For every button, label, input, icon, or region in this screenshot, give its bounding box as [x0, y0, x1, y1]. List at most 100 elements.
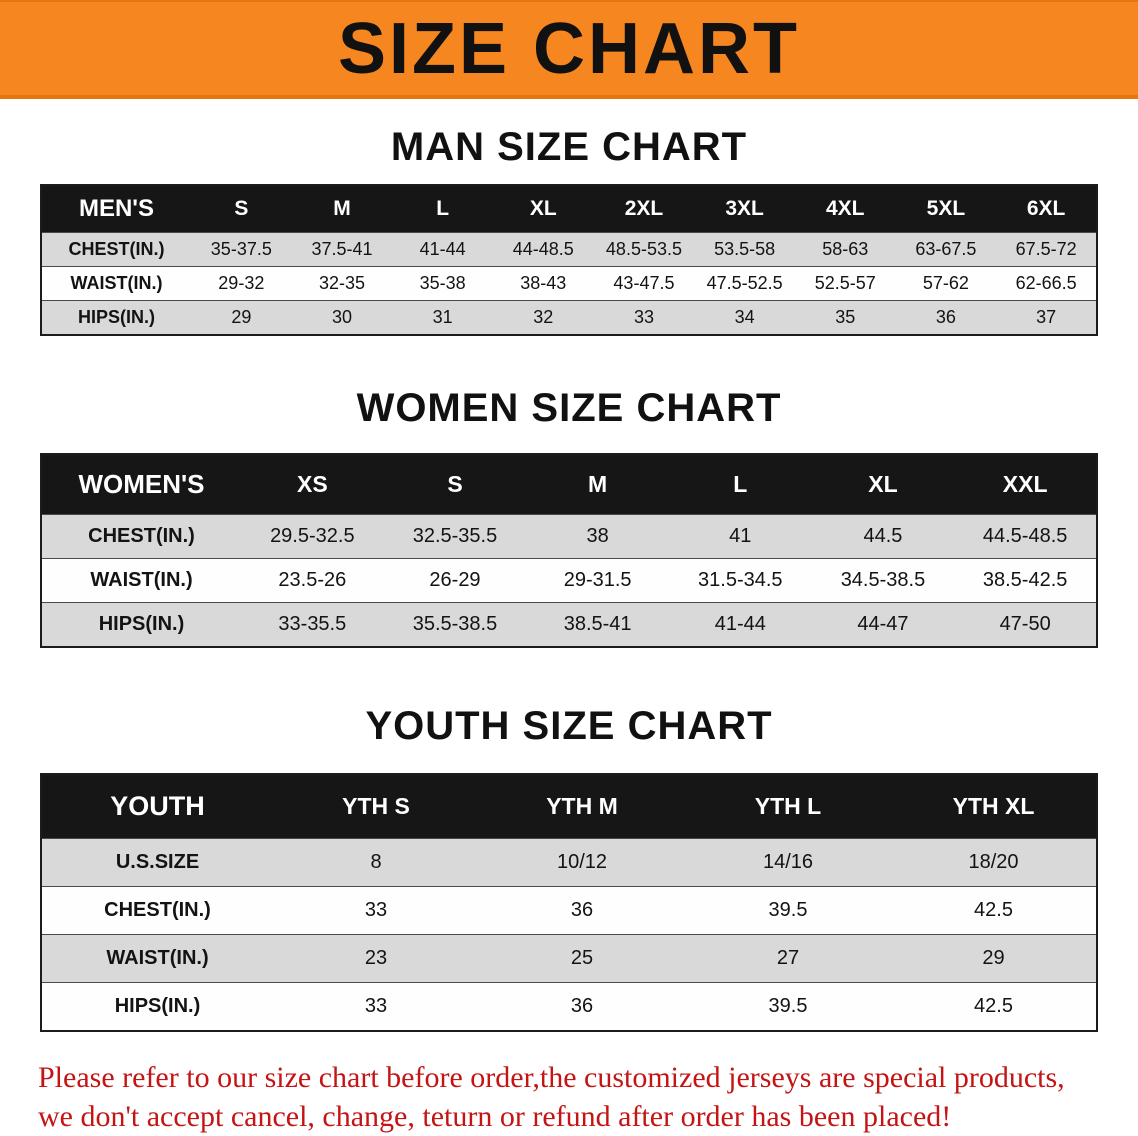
table-row: CHEST(IN.) 29.5-32.5 32.5-35.5 38 41 44.5 44.5… [41, 514, 1097, 559]
size-value-cell: 67.5-72 [996, 232, 1097, 267]
size-value-cell: 38 [526, 514, 669, 559]
size-value-cell: 23 [273, 934, 479, 983]
row-label: CHEST(IN.) [41, 886, 273, 935]
table-header-row: YOUTH YTH S YTH M YTH L YTH XL [41, 774, 1097, 839]
size-value-cell: 52.5-57 [794, 266, 896, 301]
size-value-cell: 36 [479, 886, 685, 935]
size-value-cell: 33 [273, 982, 479, 1031]
size-value-cell: 43-47.5 [593, 266, 695, 301]
row-label: HIPS(IN.) [41, 982, 273, 1031]
size-value-cell: 18/20 [891, 838, 1097, 887]
size-value-cell: 25 [479, 934, 685, 983]
size-value-cell: 27 [685, 934, 891, 983]
table-row: HIPS(IN.) 33-35.5 35.5-38.5 38.5-41 41-44 44-… [41, 602, 1097, 647]
size-value-cell: 29 [191, 300, 292, 335]
size-value-cell: 35-38 [392, 266, 493, 301]
size-value-cell: 35.5-38.5 [383, 602, 527, 647]
size-column-header: YTH S [342, 793, 410, 819]
size-value-cell: 31 [392, 300, 493, 335]
size-value-cell: 39.5 [685, 982, 891, 1031]
size-column-header: L [436, 197, 450, 220]
disclaimer-note: Please refer to our size chart before or… [38, 1058, 1100, 1136]
size-value-cell: 29-31.5 [526, 558, 669, 603]
size-column-header: S [234, 197, 249, 220]
table-header-row: WOMEN'S XS S M L XL XXL [41, 454, 1097, 515]
size-value-cell: 35-37.5 [191, 232, 292, 267]
size-value-cell: 36 [895, 300, 997, 335]
size-value-cell: 44.5 [811, 514, 955, 559]
table-corner-label: MEN'S [78, 195, 155, 222]
size-chart-banner: SIZE CHART [0, 0, 1138, 99]
size-value-cell: 44-48.5 [492, 232, 594, 267]
row-label: WAIST(IN.) [41, 934, 273, 983]
size-value-cell: 42.5 [891, 886, 1097, 935]
size-value-cell: 41-44 [392, 232, 493, 267]
size-column-header: XXL [1002, 471, 1048, 497]
size-value-cell: 41 [668, 514, 812, 559]
size-value-cell: 53.5-58 [694, 232, 795, 267]
size-value-cell: 38-43 [492, 266, 594, 301]
size-value-cell: 47.5-52.5 [694, 266, 795, 301]
row-label: U.S.SIZE [41, 838, 273, 887]
youth-size-table: YOUTH YTH S YTH M YTH L YTH XL U.S.SIZE 8 10/12… [40, 773, 1098, 1032]
table-corner-label: WOMEN'S [78, 469, 205, 499]
size-column-header: XL [868, 471, 898, 497]
row-label: WAIST(IN.) [41, 266, 191, 301]
size-value-cell: 48.5-53.5 [593, 232, 695, 267]
table-row: U.S.SIZE 8 10/12 14/16 18/20 [41, 838, 1097, 887]
size-value-cell: 36 [479, 982, 685, 1031]
size-value-cell: 29 [891, 934, 1097, 983]
size-value-cell: 34 [694, 300, 795, 335]
youth-size-section: YOUTH SIZE CHART YOUTH YTH S YTH M YTH L YTH… [0, 648, 1138, 1032]
women-size-heading: WOMEN SIZE CHART [356, 386, 782, 430]
size-value-cell: 44-47 [811, 602, 955, 647]
disclaimer-line-1: Please refer to our size chart before or… [38, 1061, 1065, 1094]
size-value-cell: 44.5-48.5 [954, 514, 1097, 559]
table-row: HIPS(IN.) 29 30 31 32 33 34 35 36 37 [41, 300, 1097, 335]
size-column-header: XS [296, 471, 328, 497]
size-value-cell: 37.5-41 [291, 232, 393, 267]
size-value-cell: 33 [593, 300, 695, 335]
row-label: CHEST(IN.) [41, 514, 241, 559]
size-value-cell: 31.5-34.5 [668, 558, 812, 603]
size-value-cell: 29.5-32.5 [241, 514, 384, 559]
size-value-cell: 33-35.5 [241, 602, 384, 647]
size-value-cell: 14/16 [685, 838, 891, 887]
size-value-cell: 35 [794, 300, 896, 335]
size-column-header: 2XL [624, 197, 664, 220]
size-value-cell: 47-50 [954, 602, 1097, 647]
women-size-section: WOMEN SIZE CHART WOMEN'S XS S M L XL XXL CHEST(… [0, 336, 1138, 648]
size-value-cell: 33 [273, 886, 479, 935]
size-value-cell: 42.5 [891, 982, 1097, 1031]
size-value-cell: 8 [273, 838, 479, 887]
size-column-header: XL [529, 197, 557, 220]
size-value-cell: 38.5-42.5 [954, 558, 1097, 603]
table-row: HIPS(IN.) 33 36 39.5 42.5 [41, 982, 1097, 1031]
size-value-cell: 32-35 [291, 266, 393, 301]
women-size-table: WOMEN'S XS S M L XL XXL CHEST(IN.) 29.5-32.5 32.5… [40, 453, 1098, 648]
size-column-header: 3XL [725, 197, 764, 220]
size-value-cell: 57-62 [895, 266, 997, 301]
row-label: WAIST(IN.) [41, 558, 241, 603]
table-row: WAIST(IN.) 23.5-26 26-29 29-31.5 31.5-34.5 34… [41, 558, 1097, 603]
table-row: WAIST(IN.) 29-32 32-35 35-38 38-43 43-47.5 47.… [41, 266, 1097, 301]
size-value-cell: 39.5 [685, 886, 891, 935]
man-size-section: MAN SIZE CHART MEN'S S M L XL 2XL 3XL 4XL 5XL 6XL… [0, 99, 1138, 336]
size-value-cell: 37 [996, 300, 1097, 335]
disclaimer-line-2: we don't accept cancel, change, teturn o… [38, 1100, 952, 1133]
table-row: WAIST(IN.) 23 25 27 29 [41, 934, 1097, 983]
size-column-header: M [588, 471, 608, 497]
size-column-header: M [333, 197, 351, 220]
table-header-row: MEN'S S M L XL 2XL 3XL 4XL 5XL 6XL [41, 185, 1097, 233]
size-value-cell: 32.5-35.5 [383, 514, 527, 559]
size-value-cell: 23.5-26 [241, 558, 384, 603]
row-label: CHEST(IN.) [41, 232, 191, 267]
size-value-cell: 26-29 [383, 558, 527, 603]
size-value-cell: 30 [291, 300, 393, 335]
size-column-header: L [733, 471, 748, 497]
youth-size-heading: YOUTH SIZE CHART [365, 704, 773, 748]
size-value-cell: 38.5-41 [526, 602, 669, 647]
size-value-cell: 34.5-38.5 [811, 558, 955, 603]
size-column-header: 5XL [926, 197, 966, 220]
banner-title: SIZE CHART [338, 8, 800, 89]
